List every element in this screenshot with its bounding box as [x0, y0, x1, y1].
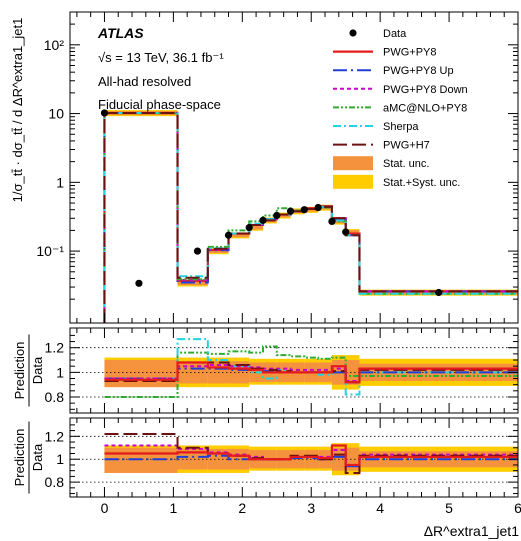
data-point	[314, 203, 322, 212]
stat-unc-band	[228, 233, 250, 238]
ratio-series-amc-nlo-py8	[104, 345, 518, 398]
y-tick-label: 10⁻¹	[36, 243, 64, 259]
channel-label: All-had resolved	[98, 74, 191, 89]
data-point	[135, 279, 143, 287]
stat-unc-band	[177, 448, 208, 470]
legend-label: PWG+PY8 Down	[383, 84, 468, 96]
data-point	[224, 231, 233, 239]
data-point	[286, 207, 295, 215]
phase-space-label: Fiducial phase-space	[98, 97, 221, 112]
ratio-panel-2: 0.8 1 1.2 Prediction Data	[12, 417, 519, 498]
legend-item-stat-unc: Stat. unc.	[333, 156, 429, 171]
main-y-axis-title: 1/σ_tt̄ · dσ_tt̄ / d ΔR^extra1_jet1	[10, 18, 25, 203]
data-point	[259, 216, 267, 224]
legend-label: PWG+PY8 Up	[383, 65, 454, 77]
data-point	[100, 109, 109, 117]
legend-label: Stat. unc.	[383, 158, 429, 170]
ratio-panel-frame	[69, 327, 519, 414]
legend-swatch	[333, 174, 373, 189]
stat-unc-band	[345, 447, 360, 471]
ratio-panel-frame	[69, 417, 519, 498]
legend-label: Stat.+Syst. unc.	[383, 177, 460, 189]
ratio-y-title-top: Prediction	[12, 429, 27, 487]
legend-item-sherpa: Sherpa	[333, 121, 419, 133]
legend-label: PWG+H7	[383, 140, 430, 152]
legend-swatch	[333, 156, 373, 171]
legend: Data PWG+PY8 PWG+PY8 Up PWG+PY8 Down aMC@NLO…	[333, 28, 468, 189]
y-tick-label: 1	[56, 174, 64, 190]
legend-swatch	[349, 29, 357, 37]
ratio-y-title-bottom: Data	[30, 356, 45, 384]
energy-lumi-label: √s = 13 TeV, 36.1 fb⁻¹	[98, 50, 224, 65]
main-data-points	[100, 109, 443, 297]
x-tick-label: 5	[445, 500, 453, 516]
legend-label: aMC@NLO+PY8	[383, 102, 467, 114]
legend-item-amc-nlo-py8: aMC@NLO+PY8	[333, 102, 467, 114]
ratio-panel-1: 0.8 1 1.2 Prediction Data	[12, 327, 519, 414]
legend-item-data: Data	[349, 28, 407, 40]
legend-label: PWG+PY8	[383, 47, 437, 59]
y-tick-label: 1	[56, 364, 64, 380]
x-tick-label: 1	[169, 500, 177, 516]
data-point	[342, 228, 350, 236]
legend-item-pwg-py8: PWG+PY8	[333, 47, 437, 59]
stat-unc-band	[345, 360, 360, 385]
ratio-y-title-top: Prediction	[12, 342, 27, 400]
main-panel-frame	[69, 11, 519, 324]
data-point	[245, 223, 253, 232]
atlas-label: ATLAS	[97, 25, 144, 41]
y-tick-label: 1.2	[45, 428, 65, 444]
ratio-series-pwg-py8	[104, 444, 518, 467]
stat-unc-band	[104, 447, 178, 473]
data-point	[193, 247, 202, 255]
data-point	[273, 211, 281, 220]
y-tick-label: 1	[56, 451, 64, 467]
legend-item-pwg-py8-up: PWG+PY8 Up	[333, 65, 454, 77]
stat-unc-band	[207, 249, 229, 253]
data-point	[300, 206, 308, 214]
y-tick-label: 1.2	[45, 340, 65, 356]
legend-item-stat-syst-unc: Stat.+Syst. unc.	[333, 174, 460, 189]
stat-unc-band	[249, 225, 263, 230]
stat-unc-band	[290, 450, 305, 469]
x-tick-label: 3	[307, 500, 315, 516]
series-pwg-h7	[103, 111, 518, 323]
ratio-series-pwg-py8	[104, 361, 518, 384]
y-tick-label: 0.8	[45, 474, 65, 490]
main-uncertainty-bands	[104, 110, 518, 296]
x-tick-label: 4	[376, 500, 384, 516]
legend-item-pwg-py8-down: PWG+PY8 Down	[333, 84, 468, 96]
x-tick-label: 6	[514, 500, 521, 516]
data-point	[328, 217, 336, 226]
legend-label: Sherpa	[383, 121, 419, 133]
stat-unc-band	[104, 360, 178, 388]
legend-item-pwg-h7: PWG+H7	[333, 140, 430, 152]
ratio-y-title-bottom: Data	[30, 443, 45, 471]
y-tick-label: 10	[48, 106, 64, 122]
legend-label: Data	[383, 28, 407, 40]
y-tick-label: 0.8	[45, 389, 65, 405]
stat-unc-band	[345, 230, 360, 234]
x-tick-label: 0	[101, 500, 109, 516]
x-tick-label: 2	[238, 500, 246, 516]
main-panel-axes: 10⁻¹ 1 10 10²	[36, 11, 519, 324]
x-axis: 0 1 2 3 4 5 6	[76, 12, 521, 516]
y-tick-label: 10²	[44, 37, 65, 53]
x-axis-title: ΔR^extra1_jet1	[424, 523, 520, 539]
data-point	[435, 288, 443, 297]
main-prediction-series	[103, 111, 518, 323]
